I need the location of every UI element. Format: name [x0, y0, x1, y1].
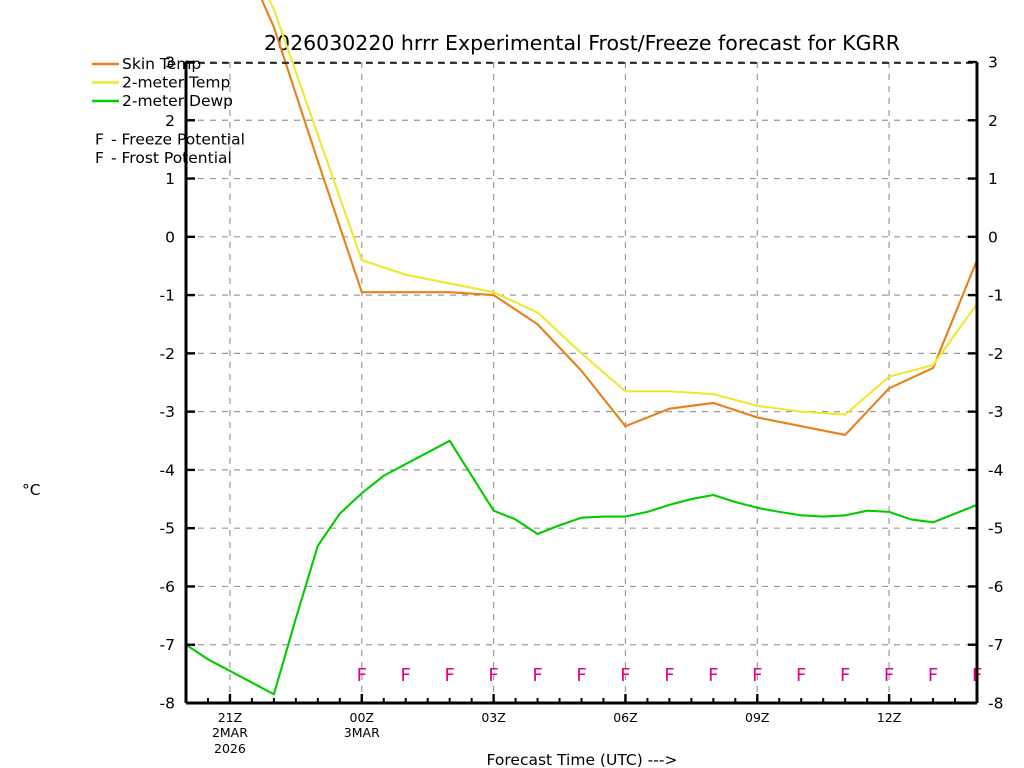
y-tick-label-right: -6	[988, 578, 1003, 596]
y-tick-label-left: -8	[160, 695, 175, 713]
y-tick-label-left: 0	[165, 228, 175, 246]
y-tick-label-left: -6	[160, 578, 175, 596]
y-tick-label-left: 1	[165, 170, 175, 188]
x-tick-date-label: 2MAR	[212, 725, 248, 740]
x-tick-label: 00Z	[350, 710, 374, 725]
y-axis-ticks-left: 3 2 1 0 -1 -2 -3 -4 -5 -6 -7 -8	[160, 54, 195, 713]
y-tick-label-right: 3	[988, 54, 998, 72]
legend-label: - Frost Potential	[111, 149, 232, 167]
y-tick-label-right: -5	[988, 520, 1003, 538]
series-line-2-meter-temp	[268, 0, 979, 416]
y-tick-label-left: -1	[160, 287, 175, 305]
y-tick-label-right: 2	[988, 112, 998, 130]
x-tick-date-label: 3MAR	[344, 725, 380, 740]
y-tick-label-right: -3	[988, 403, 1003, 421]
freeze-potential-marker: F	[401, 665, 411, 686]
x-tick-label: 12Z	[877, 710, 901, 725]
y-tick-label-right: 0	[988, 228, 998, 246]
legend-label: 2-meter Dewp	[122, 92, 233, 110]
y-tick-label-right: -8	[988, 695, 1003, 713]
y-axis-ticks-right: 3 2 1 0 -1 -2 -3 -4 -5 -6 -7 -8	[968, 54, 1003, 713]
series-line-skin-temp	[260, 0, 979, 437]
y-tick-label-left: 2	[165, 112, 175, 130]
x-axis-label: Forecast Time (UTC) --->	[487, 751, 678, 768]
freeze-potential-marker: F	[576, 665, 586, 686]
legend-f-glyph: F	[95, 131, 104, 149]
x-tick-label: 06Z	[613, 710, 637, 725]
y-tick-label-right: -1	[988, 287, 1003, 305]
y-tick-label-right: -2	[988, 345, 1003, 363]
freeze-potential-marker: F	[664, 665, 674, 686]
x-tick-label: 03Z	[481, 710, 505, 725]
y-axis-label: °C	[22, 481, 41, 499]
y-tick-label-left: -3	[160, 403, 175, 421]
freeze-potential-marker: F	[357, 665, 367, 686]
chart-title: 2026030220 hrrr Experimental Frost/Freez…	[264, 31, 900, 55]
y-tick-label-right: -4	[988, 461, 1003, 479]
legend-label: 2-meter Temp	[122, 74, 230, 92]
legend-label: - Freeze Potential	[111, 131, 245, 149]
freeze-potential-marker: F	[488, 665, 498, 686]
y-tick-label-left: -7	[160, 636, 175, 654]
freeze-potential-markers: FFFFFFFFFFFFFFF	[357, 665, 983, 686]
y-tick-label-left: -4	[160, 461, 175, 479]
freeze-potential-marker: F	[752, 665, 762, 686]
freeze-potential-marker: F	[796, 665, 806, 686]
y-tick-label-left: -2	[160, 345, 175, 363]
legend-f-glyph: F	[95, 149, 104, 167]
series-line-2-meter-dewp	[184, 439, 979, 696]
y-tick-label-right: -7	[988, 636, 1003, 654]
freeze-potential-marker: F	[444, 665, 454, 686]
freeze-potential-marker: F	[840, 665, 850, 686]
x-tick-label: 09Z	[745, 710, 769, 725]
y-tick-label-right: 1	[988, 170, 998, 188]
freeze-potential-marker: F	[928, 665, 938, 686]
freeze-potential-marker: F	[884, 665, 894, 686]
x-tick-year-label: 2026	[214, 741, 246, 756]
freeze-potential-marker: F	[708, 665, 718, 686]
y-tick-label-left: -5	[160, 520, 175, 538]
axis-frame	[184, 62, 979, 705]
freeze-potential-marker: F	[532, 665, 542, 686]
data-series-group	[184, 0, 979, 696]
legend-label: Skin Temp	[122, 55, 201, 73]
x-axis-minor-ticks	[185, 698, 978, 702]
freeze-potential-marker: F	[620, 665, 630, 686]
y-tick-label-left: 3	[165, 54, 175, 72]
x-tick-label: 21Z	[218, 710, 242, 725]
